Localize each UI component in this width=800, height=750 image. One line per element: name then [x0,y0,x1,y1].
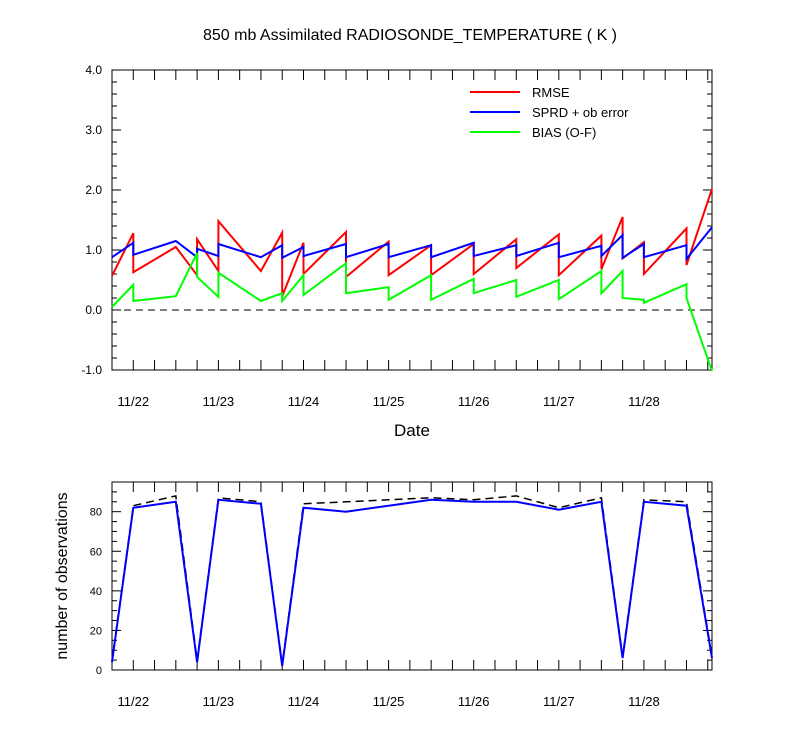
y-tick-label: 0.0 [85,303,102,317]
legend-label: SPRD + ob error [532,105,629,120]
x-tick-label: 11/23 [203,394,235,409]
y-tick-label: 1.0 [85,243,102,257]
x-tick-label: 11/25 [373,394,405,409]
y-tick-label: 4.0 [85,63,102,77]
x-tick-label: 11/23 [203,694,235,709]
y-tick-label: -1.0 [81,363,102,377]
x-tick-label: 11/28 [628,394,660,409]
series-assimilated [111,498,713,667]
bottom-plot-frame [111,481,713,671]
x-tick-label: 11/24 [288,694,320,709]
series-possible [111,494,713,665]
y-axis-label: number of observations [54,492,71,659]
legend-label: RMSE [532,85,570,100]
series-sprd-ob-error [111,226,713,262]
x-tick-label: 11/26 [458,394,490,409]
y-tick-label: 60 [90,546,102,558]
y-tick-label: 3.0 [85,123,102,137]
y-tick-label: 20 [90,625,102,637]
x-tick-label: 11/25 [373,694,405,709]
x-tick-label: 11/22 [117,394,149,409]
legend: RMSE SPRD + ob error BIAS (O-F) [470,85,629,140]
x-tick-label: 11/27 [543,394,575,409]
bottom-panel: 0 20 40 60 80 11/22 11/23 11/24 11/25 11/26 11/27… [54,481,713,709]
top-plot-frame [111,69,713,371]
x-tick-label: 11/22 [117,694,149,709]
y-tick-label: 80 [90,507,102,519]
x-tick-label: 11/24 [288,394,320,409]
top-panel: -1.0 0.0 1.0 2.0 3.0 4.0 11/22 11/23 11/24 11/25… [81,63,713,440]
chart-title: 850 mb Assimilated RADIOSONDE_TEMPERATUR… [203,27,617,44]
y-tick-label: 2.0 [85,183,102,197]
y-tick-label: 40 [90,586,102,598]
x-tick-label: 11/27 [543,694,575,709]
x-tick-label: 11/28 [628,694,660,709]
legend-label: BIAS (O-F) [532,125,596,140]
x-axis-label: Date [394,421,430,440]
y-tick-label: 0 [96,665,102,677]
x-tick-label: 11/26 [458,694,490,709]
series-bias-o-f [111,252,713,372]
